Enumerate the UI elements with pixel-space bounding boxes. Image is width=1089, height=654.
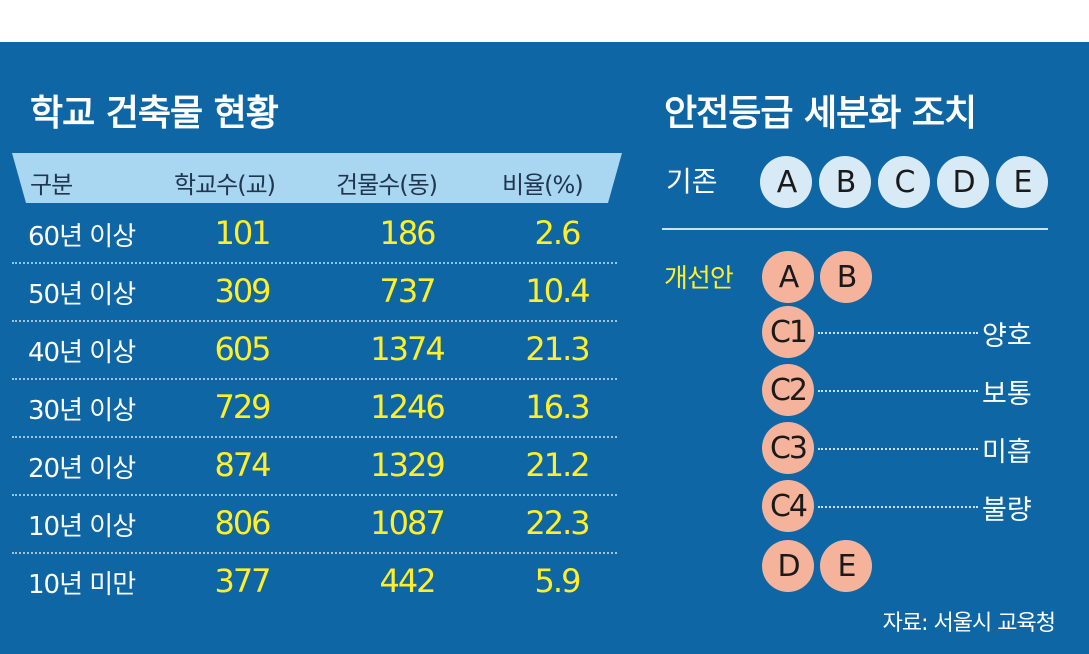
grade-description: 양호 [982, 321, 1032, 352]
table-row: 10년 이상 806 1087 22.3 [12, 496, 617, 554]
row-divider [12, 552, 617, 554]
row-label: 20년 이상 [28, 454, 136, 484]
grade-circle-sub: C3 [762, 422, 814, 474]
cell-schools: 309 [214, 272, 271, 310]
cell-ratio: 21.2 [525, 446, 590, 484]
cell-ratio: 5.9 [534, 562, 582, 600]
cell-buildings: 1087 [370, 504, 445, 542]
row-label: 60년 이상 [28, 222, 136, 252]
grade-circle-sub: C2 [762, 364, 814, 416]
row-divider [12, 494, 617, 496]
header-schools: 학교수(교) [174, 171, 276, 199]
grade-circle-sub: C1 [762, 306, 814, 358]
grade-description: 미흡 [982, 437, 1032, 468]
grade-circle-improved: E [820, 540, 872, 592]
grade-description: 보통 [982, 379, 1032, 410]
table-header: 구분 학교수(교) 건물수(동) 비율(%) [12, 153, 622, 203]
cell-ratio: 21.3 [525, 330, 590, 368]
section-divider [662, 228, 1048, 230]
grade-circle-existing: E [996, 156, 1048, 208]
grade-circle-improved: B [820, 251, 872, 303]
header-category: 구분 [30, 171, 73, 199]
grade-circle-existing: A [760, 156, 812, 208]
table-row: 10년 미만 377 442 5.9 [12, 554, 617, 612]
cell-ratio: 10.4 [525, 272, 590, 310]
table-row: 40년 이상 605 1374 21.3 [12, 322, 617, 380]
cell-ratio: 22.3 [525, 504, 590, 542]
row-divider [12, 378, 617, 380]
cell-ratio: 2.6 [534, 214, 582, 252]
cell-schools: 377 [214, 562, 271, 600]
leader-line [818, 448, 978, 450]
row-label: 10년 미만 [28, 570, 136, 600]
improved-label: 개선안 [664, 264, 734, 294]
leader-line [818, 506, 978, 508]
grade-circle-sub: C4 [762, 480, 814, 532]
grade-circle-existing: C [878, 156, 930, 208]
row-divider [12, 436, 617, 438]
table-header-bar-shape [12, 153, 622, 203]
row-label: 30년 이상 [28, 396, 136, 426]
grade-description: 불량 [982, 495, 1032, 526]
cell-schools: 806 [214, 504, 271, 542]
cell-buildings: 737 [379, 272, 436, 310]
cell-buildings: 186 [379, 214, 436, 252]
existing-label: 기존 [666, 165, 718, 198]
left-title: 학교 건축물 현황 [30, 93, 279, 134]
table-row: 20년 이상 874 1329 21.2 [12, 438, 617, 496]
source-note: 자료: 서울시 교육청 [882, 611, 1056, 636]
right-title: 안전등급 세분화 조치 [664, 93, 977, 134]
cell-schools: 729 [214, 388, 271, 426]
cell-schools: 605 [214, 330, 271, 368]
header-buildings: 건물수(동) [336, 171, 438, 199]
leader-line [818, 390, 978, 392]
grade-circle-improved: A [762, 251, 814, 303]
table-row: 30년 이상 729 1246 16.3 [12, 380, 617, 438]
grade-circle-improved: D [762, 540, 814, 592]
row-label: 10년 이상 [28, 512, 136, 542]
cell-buildings: 442 [379, 562, 436, 600]
row-label: 40년 이상 [28, 338, 136, 368]
row-divider [12, 262, 617, 264]
header-ratio: 비율(%) [502, 171, 584, 199]
cell-buildings: 1246 [370, 388, 445, 426]
table-row: 60년 이상 101 186 2.6 [12, 206, 617, 264]
table-row: 50년 이상 309 737 10.4 [12, 264, 617, 322]
cell-ratio: 16.3 [525, 388, 590, 426]
cell-buildings: 1374 [370, 330, 445, 368]
grade-circle-existing: D [937, 156, 989, 208]
leader-line [818, 332, 978, 334]
cell-schools: 101 [214, 214, 271, 252]
grade-circle-existing: B [819, 156, 871, 208]
cell-buildings: 1329 [370, 446, 445, 484]
cell-schools: 874 [214, 446, 271, 484]
row-label: 50년 이상 [28, 280, 136, 310]
row-divider [12, 320, 617, 322]
